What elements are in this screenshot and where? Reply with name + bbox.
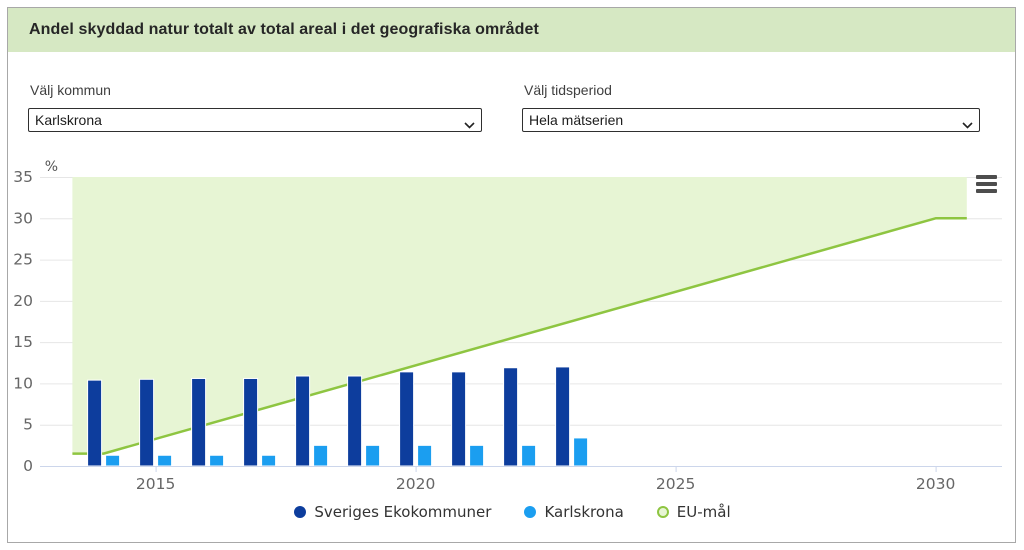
hamburger-icon [976, 175, 998, 193]
series-marker-icon [294, 506, 307, 518]
column-sveriges-ekokommuner-2023[interactable] [555, 366, 571, 467]
y-axis-label: 15 [13, 333, 33, 351]
kommun-select[interactable]: Karlskrona [28, 108, 482, 132]
legend-label: EU-mål [676, 503, 731, 521]
column-karlskrona-2016[interactable] [209, 454, 225, 467]
y-axis-label: 0 [23, 457, 33, 475]
series-marker-icon [524, 506, 537, 518]
tidsperiod-select-label: Välj tidsperiod [524, 82, 612, 98]
chart-container: 2015 2020 2025 2030 0 5 10 15 20 25 30 35% [8, 158, 1017, 508]
legend-item-eu-mal[interactable]: EU-mål [656, 503, 731, 521]
x-axis-label: 2015 [136, 475, 175, 493]
x-axis-label: 2025 [656, 475, 695, 493]
chart-context-menu-button[interactable] [975, 173, 999, 195]
tidsperiod-select[interactable]: Hela mätserien [522, 108, 980, 132]
column-sveriges-ekokommuner-2022[interactable] [503, 367, 519, 467]
column-karlskrona-2019[interactable] [365, 444, 381, 467]
legend-label: Sveriges Ekokommuner [314, 503, 492, 521]
legend-label: Karlskrona [544, 503, 624, 521]
y-axis-label: 25 [13, 251, 33, 269]
column-sveriges-ekokommuner-2017[interactable] [243, 377, 259, 467]
kommun-select-label: Välj kommun [30, 82, 111, 98]
column-sveriges-ekokommuner-2018[interactable] [295, 375, 311, 467]
eu-target-area [72, 177, 967, 454]
column-karlskrona-2017[interactable] [261, 454, 277, 467]
column-sveriges-ekokommuner-2019[interactable] [347, 375, 363, 467]
legend-item-karlskrona[interactable]: Karlskrona [524, 503, 624, 521]
column-karlskrona-2014[interactable] [105, 454, 121, 467]
series-marker-icon [656, 506, 669, 518]
y-axis-label: 30 [13, 209, 33, 227]
dashboard-panel: Andel skyddad natur totalt av total area… [7, 7, 1016, 543]
column-karlskrona-2020[interactable] [417, 444, 433, 467]
chart-legend: Sveriges Ekokommuner Karlskrona EU-mål [8, 503, 1017, 521]
column-karlskrona-2021[interactable] [469, 444, 485, 467]
y-axis-label: 5 [23, 416, 33, 434]
column-karlskrona-2023[interactable] [573, 437, 589, 467]
column-karlskrona-2015[interactable] [157, 454, 173, 467]
y-axis-label: 35 [13, 168, 33, 186]
column-karlskrona-2022[interactable] [521, 444, 537, 467]
column-sveriges-ekokommuner-2016[interactable] [191, 377, 207, 467]
page-title: Andel skyddad natur totalt av total area… [29, 21, 539, 38]
column-sveriges-ekokommuner-2015[interactable] [139, 378, 155, 467]
y-axis-label: 20 [13, 292, 33, 310]
x-axis-label: 2030 [916, 475, 955, 493]
legend-item-sveriges-ekokommuner[interactable]: Sveriges Ekokommuner [294, 503, 491, 521]
column-sveriges-ekokommuner-2020[interactable] [399, 371, 415, 467]
column-sveriges-ekokommuner-2014[interactable] [87, 379, 103, 467]
panel-header: Andel skyddad natur totalt av total area… [8, 8, 1015, 52]
y-axis-unit-label: % [45, 159, 58, 175]
column-karlskrona-2018[interactable] [313, 444, 329, 467]
y-axis-label: 10 [13, 374, 33, 392]
x-axis-label: 2020 [396, 475, 435, 493]
column-sveriges-ekokommuner-2021[interactable] [451, 371, 467, 467]
